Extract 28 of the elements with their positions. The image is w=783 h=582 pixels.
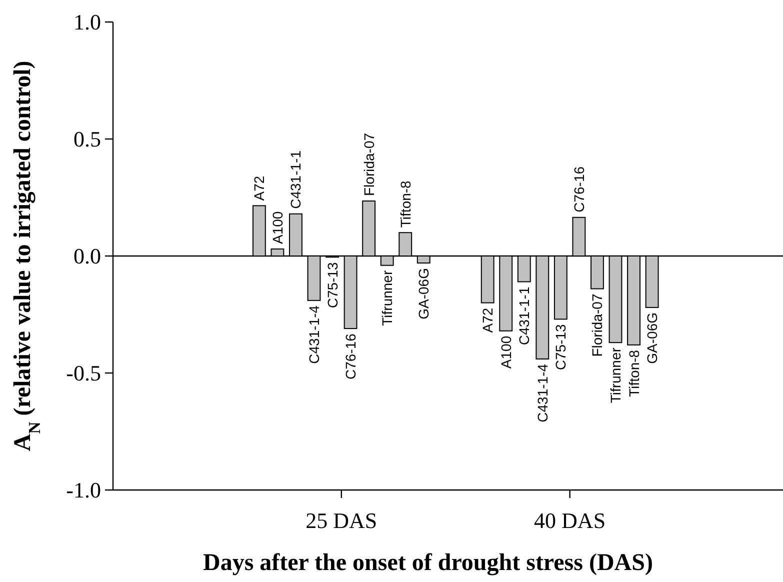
annotation: C431-1-4 — [306, 305, 322, 364]
y-tick-label: 0.0 — [74, 244, 101, 269]
y-tick-label: 1.0 — [74, 10, 101, 35]
annotation: C75-13 — [552, 324, 569, 370]
annotation: Tifton-8 — [397, 180, 414, 228]
annotation: GA-06G — [416, 268, 432, 320]
annotation: C75-13 — [324, 262, 340, 308]
y-tick-label: -1.0 — [66, 478, 101, 503]
x-axis-title: Days after the onset of drought stress (DAS) — [203, 550, 653, 576]
y-tick-label: 0.5 — [74, 126, 101, 152]
annotation: A72 — [251, 176, 268, 201]
annotation: A100 — [269, 211, 286, 244]
x-tick-label: 25 DAS — [306, 508, 378, 533]
annotation: A100 — [498, 336, 514, 369]
annotation: C431-1-4 — [534, 364, 550, 422]
annotation: Tifrunner — [379, 270, 396, 326]
annotation: C431-1-1 — [516, 286, 532, 346]
annotation: C76-16 — [570, 166, 587, 212]
x-tick-label: 40 DAS — [534, 508, 606, 533]
annotation: C76-16 — [342, 333, 359, 380]
annotation: C431-1-1 — [288, 150, 304, 209]
y-tick-label: -0.5 — [66, 360, 101, 386]
annotation: Florida-07 — [589, 294, 606, 357]
annotation: Tifrunner — [608, 347, 624, 404]
annotation: GA-06G — [644, 312, 660, 364]
annotation: Tifton-8 — [626, 350, 642, 397]
annotation: A72 — [480, 308, 496, 333]
annotation: Florida-07 — [360, 132, 377, 196]
